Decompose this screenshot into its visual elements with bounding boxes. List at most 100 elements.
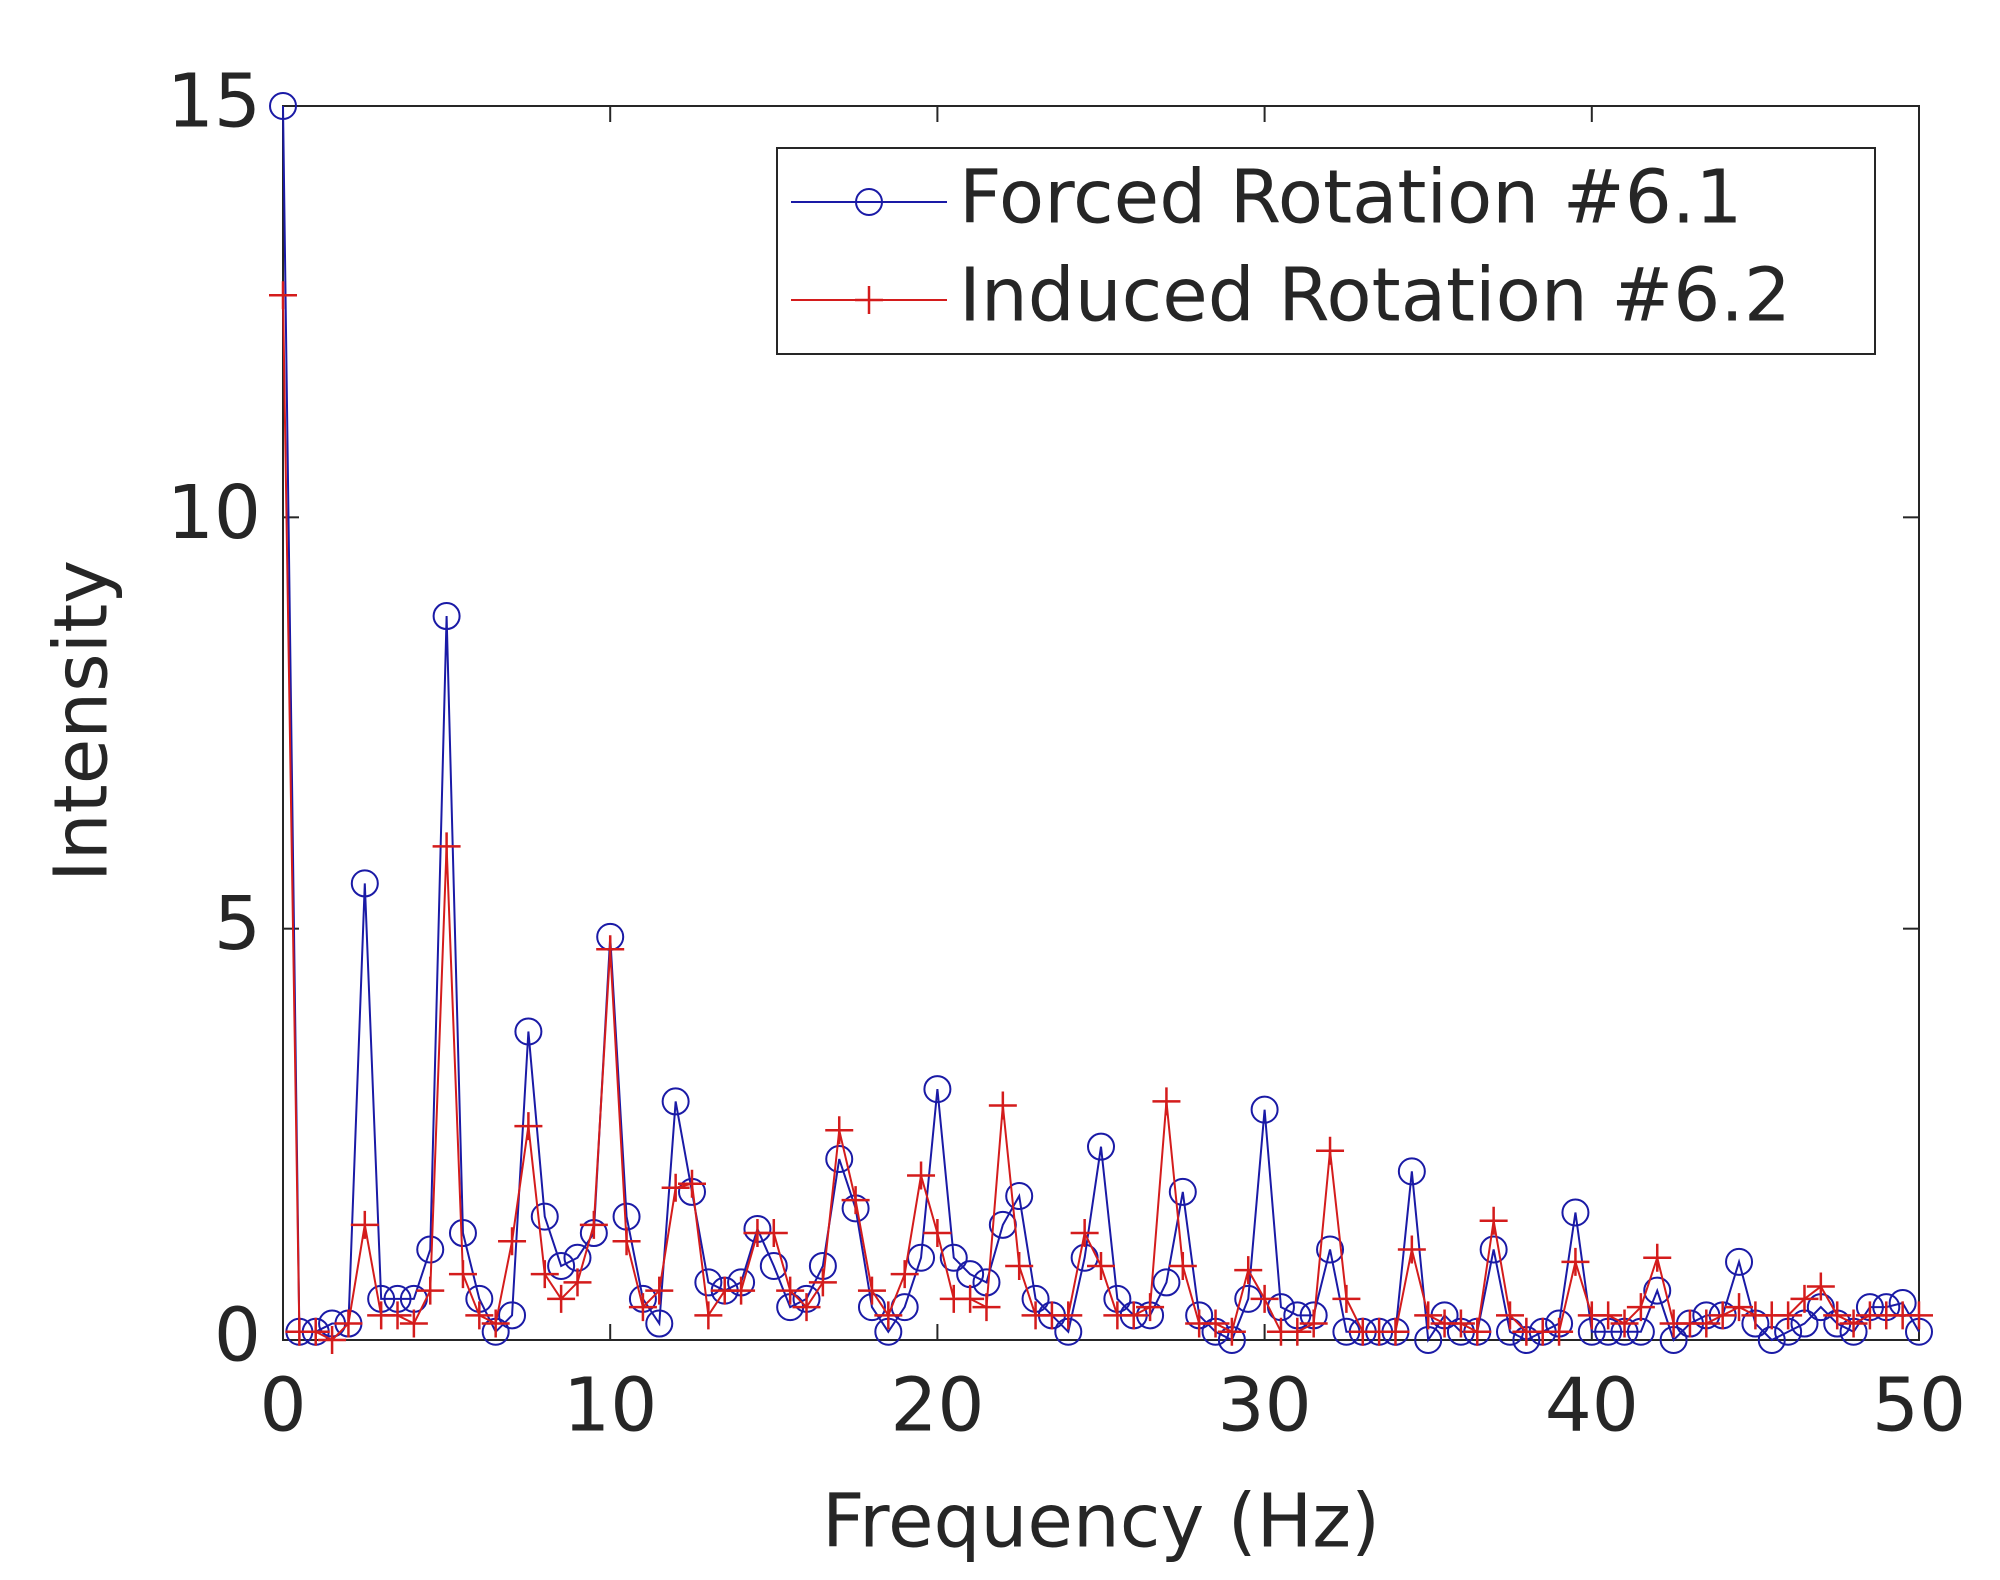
marker: [498, 1227, 527, 1256]
marker: [759, 1219, 788, 1248]
marker: [1561, 1247, 1590, 1276]
marker: [1774, 1301, 1803, 1330]
marker: [1397, 1235, 1426, 1264]
marker: [1561, 1198, 1590, 1227]
marker: [923, 1075, 952, 1104]
marker: [579, 1210, 608, 1239]
marker: [1250, 1284, 1279, 1313]
marker: [269, 92, 297, 120]
marker: [1643, 1276, 1672, 1305]
marker: [1708, 1301, 1737, 1330]
legend-label: Forced Rotation #6.1: [959, 155, 1742, 241]
marker: [269, 281, 297, 310]
legend-box: [776, 147, 1876, 355]
marker: [1070, 1219, 1099, 1248]
y-tick-label: 0: [214, 1293, 261, 1379]
y-axis-label: Intensity: [39, 560, 125, 882]
marker: [1479, 1206, 1508, 1235]
x-axis-label: Frequency (Hz): [822, 1479, 1380, 1565]
x-tick-label: 40: [1545, 1363, 1639, 1449]
marker: [563, 1268, 592, 1297]
marker: [1152, 1268, 1181, 1297]
marker: [1234, 1256, 1263, 1285]
marker: [628, 1293, 657, 1322]
marker: [1217, 1317, 1246, 1346]
marker: [645, 1276, 674, 1305]
marker: [448, 1219, 477, 1248]
series-line: [282, 105, 1920, 1343]
marker: [1397, 1157, 1426, 1186]
marker: [1806, 1272, 1835, 1301]
marker: [350, 869, 379, 898]
marker: [1790, 1284, 1819, 1313]
marker: [1119, 1301, 1148, 1330]
marker: [481, 1309, 510, 1338]
x-tick-label: 30: [1218, 1363, 1312, 1449]
marker: [939, 1243, 968, 1272]
marker: [1479, 1235, 1508, 1264]
marker: [514, 1017, 543, 1046]
marker: [416, 1235, 445, 1264]
marker: [596, 935, 625, 964]
marker: [432, 832, 461, 861]
marker: [678, 1169, 706, 1198]
marker: [350, 1210, 379, 1239]
x-tick-label: 10: [563, 1363, 657, 1449]
marker: [792, 1293, 821, 1322]
plot-frame: [282, 105, 1920, 1341]
series-line: [282, 295, 1919, 1342]
marker: [1594, 1301, 1623, 1330]
marker: [694, 1301, 723, 1330]
marker: [514, 1112, 543, 1141]
marker: [1152, 1087, 1181, 1116]
x-tick-label: 50: [1872, 1363, 1966, 1449]
marker: [1643, 1243, 1672, 1272]
marker: [1905, 1301, 1933, 1330]
y-tick-label: 5: [214, 881, 261, 967]
marker: [530, 1202, 559, 1231]
marker: [1168, 1177, 1197, 1206]
marker: [661, 1173, 690, 1202]
marker: [498, 1301, 527, 1330]
marker: [448, 1260, 477, 1289]
y-tick-label: 10: [167, 470, 261, 556]
marker: [1283, 1317, 1312, 1346]
marker: [907, 1161, 936, 1190]
marker: [661, 1087, 690, 1116]
marker: [1610, 1309, 1639, 1338]
marker: [465, 1301, 494, 1330]
marker: [1136, 1293, 1165, 1322]
marker: [1299, 1309, 1328, 1338]
marker: [1316, 1235, 1345, 1264]
y-tick-label: 15: [167, 59, 261, 145]
marker: [1692, 1309, 1721, 1338]
legend-label: Induced Rotation #6.2: [959, 253, 1791, 339]
marker: [855, 188, 883, 216]
marker: [1381, 1317, 1410, 1346]
marker: [1823, 1301, 1852, 1330]
marker: [841, 1186, 870, 1215]
marker: [956, 1284, 985, 1313]
marker: [1839, 1309, 1868, 1338]
marker: [874, 1301, 903, 1330]
marker: [1168, 1251, 1197, 1280]
marker: [694, 1268, 723, 1297]
marker: [857, 1276, 886, 1305]
marker: [1250, 1095, 1279, 1124]
marker: [383, 1301, 412, 1330]
marker: [399, 1309, 428, 1338]
marker: [318, 1326, 347, 1354]
marker: [1316, 1136, 1345, 1165]
marker: [1545, 1317, 1574, 1346]
marker: [776, 1276, 805, 1305]
marker: [825, 1116, 854, 1145]
marker: [1414, 1301, 1443, 1330]
marker: [547, 1284, 576, 1313]
marker: [1725, 1247, 1754, 1276]
marker: [1201, 1309, 1230, 1338]
marker: [988, 1091, 1017, 1120]
marker: [1725, 1293, 1754, 1322]
marker: [727, 1276, 756, 1305]
marker: [1496, 1301, 1524, 1330]
